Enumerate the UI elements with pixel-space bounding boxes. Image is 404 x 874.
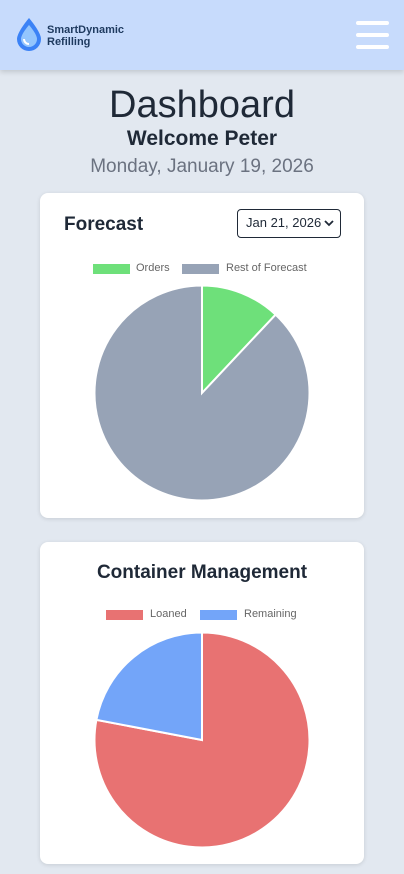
brand-line-2: Refilling	[47, 36, 91, 48]
current-date: Monday, January 19, 2026	[90, 156, 314, 177]
forecast-date-select[interactable]: Jan 21, 2026	[237, 209, 341, 238]
legend-label-loaned[interactable]: Loaned	[150, 608, 187, 620]
legend-label-remaining[interactable]: Remaining	[244, 608, 297, 620]
pie-slice-rest-of-forecast[interactable]	[93, 284, 311, 502]
forecast-legend: Orders Rest of Forecast	[40, 262, 364, 276]
forecast-title: Forecast	[64, 214, 144, 235]
container-pie-chart	[93, 631, 311, 849]
water-drop-icon[interactable]	[15, 17, 43, 51]
legend-label-orders[interactable]: Orders	[136, 262, 170, 274]
app-header: SmartDynamic Refilling	[0, 0, 404, 70]
pie-slice-orders[interactable]	[201, 284, 278, 396]
hamburger-menu-icon[interactable]	[356, 20, 389, 50]
forecast-card: Forecast Jan 21, 2026 Orders Rest of For…	[40, 193, 364, 518]
container-title: Container Management	[96, 562, 308, 583]
pie-slice-remaining[interactable]	[95, 631, 203, 742]
legend-swatch-rest[interactable]	[182, 264, 219, 274]
legend-swatch-orders[interactable]	[93, 264, 130, 274]
container-card: Container Management Loaned Remaining	[40, 542, 364, 864]
brand-name[interactable]: SmartDynamic Refilling	[47, 24, 124, 48]
welcome-text: Welcome Peter	[126, 127, 278, 150]
forecast-date-value: Jan 21, 2026	[246, 215, 322, 230]
forecast-pie-chart	[93, 284, 311, 502]
legend-swatch-loaned[interactable]	[106, 610, 143, 620]
container-legend: Loaned Remaining	[40, 608, 364, 622]
legend-label-rest[interactable]: Rest of Forecast	[226, 262, 307, 274]
brand-line-1: SmartDynamic	[47, 24, 125, 36]
chevron-down-icon	[324, 220, 334, 227]
page-title: Dashboard	[109, 84, 295, 126]
legend-swatch-remaining[interactable]	[200, 610, 237, 620]
